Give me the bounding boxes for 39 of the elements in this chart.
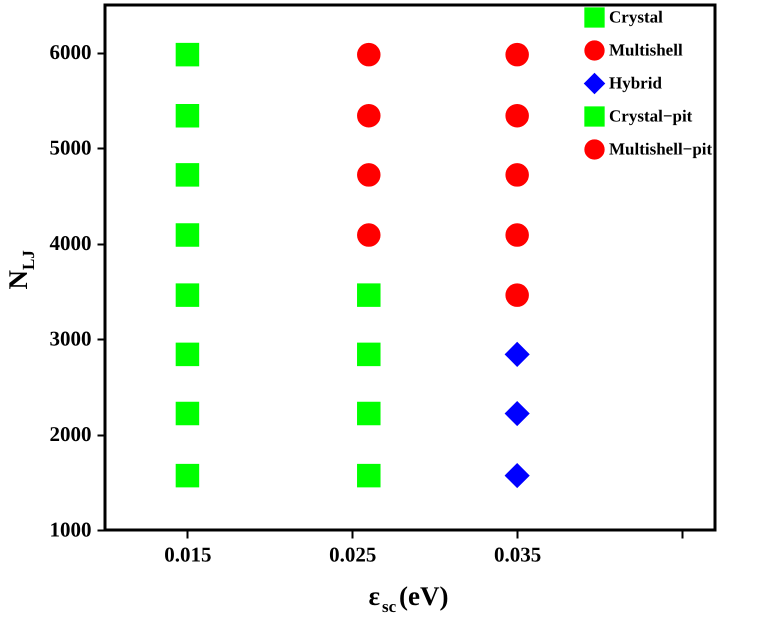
point: [176, 464, 200, 488]
point: [357, 223, 381, 247]
point: [176, 104, 200, 128]
legend-label: Hybrid: [609, 74, 662, 92]
point: [505, 104, 529, 128]
point: [505, 163, 529, 187]
point: [357, 464, 381, 488]
y-tick-label: 3000: [50, 326, 92, 351]
point: [176, 163, 200, 187]
point: [357, 283, 381, 307]
point: [176, 342, 200, 366]
legend-label: Crystal−pit: [609, 106, 693, 126]
legend-label: Multishell−pit: [609, 140, 713, 158]
x-tick-label: 0.015: [164, 542, 212, 566]
point: [505, 223, 529, 247]
point: [176, 283, 200, 307]
point: [357, 342, 381, 366]
point: [176, 223, 200, 247]
point: [505, 402, 529, 426]
legend-label: Multishell: [609, 40, 683, 60]
point: [176, 402, 200, 426]
point: [505, 283, 529, 307]
y-tick-label: 1000: [50, 518, 92, 542]
y-axis-title: NLJ: [3, 250, 38, 290]
x-tick-label: 0.025: [329, 542, 376, 566]
point: [357, 104, 381, 128]
point: [357, 402, 381, 426]
point: [505, 42, 529, 66]
point: [505, 342, 529, 366]
point: [357, 163, 381, 187]
point: [505, 464, 529, 488]
x-tick-label: 0.035: [494, 542, 542, 566]
y-tick-label: 2000: [50, 422, 92, 446]
point: [176, 42, 200, 66]
legend-label: Crystal: [609, 8, 664, 26]
point: [357, 42, 381, 66]
y-tick-label: 5000: [50, 136, 92, 160]
y-tick-label: 4000: [50, 231, 92, 256]
y-tick-label: 6000: [50, 40, 92, 64]
